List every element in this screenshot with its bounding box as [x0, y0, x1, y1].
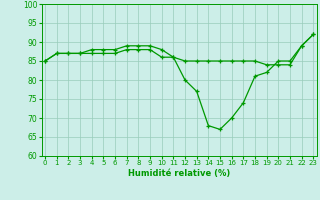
X-axis label: Humidité relative (%): Humidité relative (%) — [128, 169, 230, 178]
